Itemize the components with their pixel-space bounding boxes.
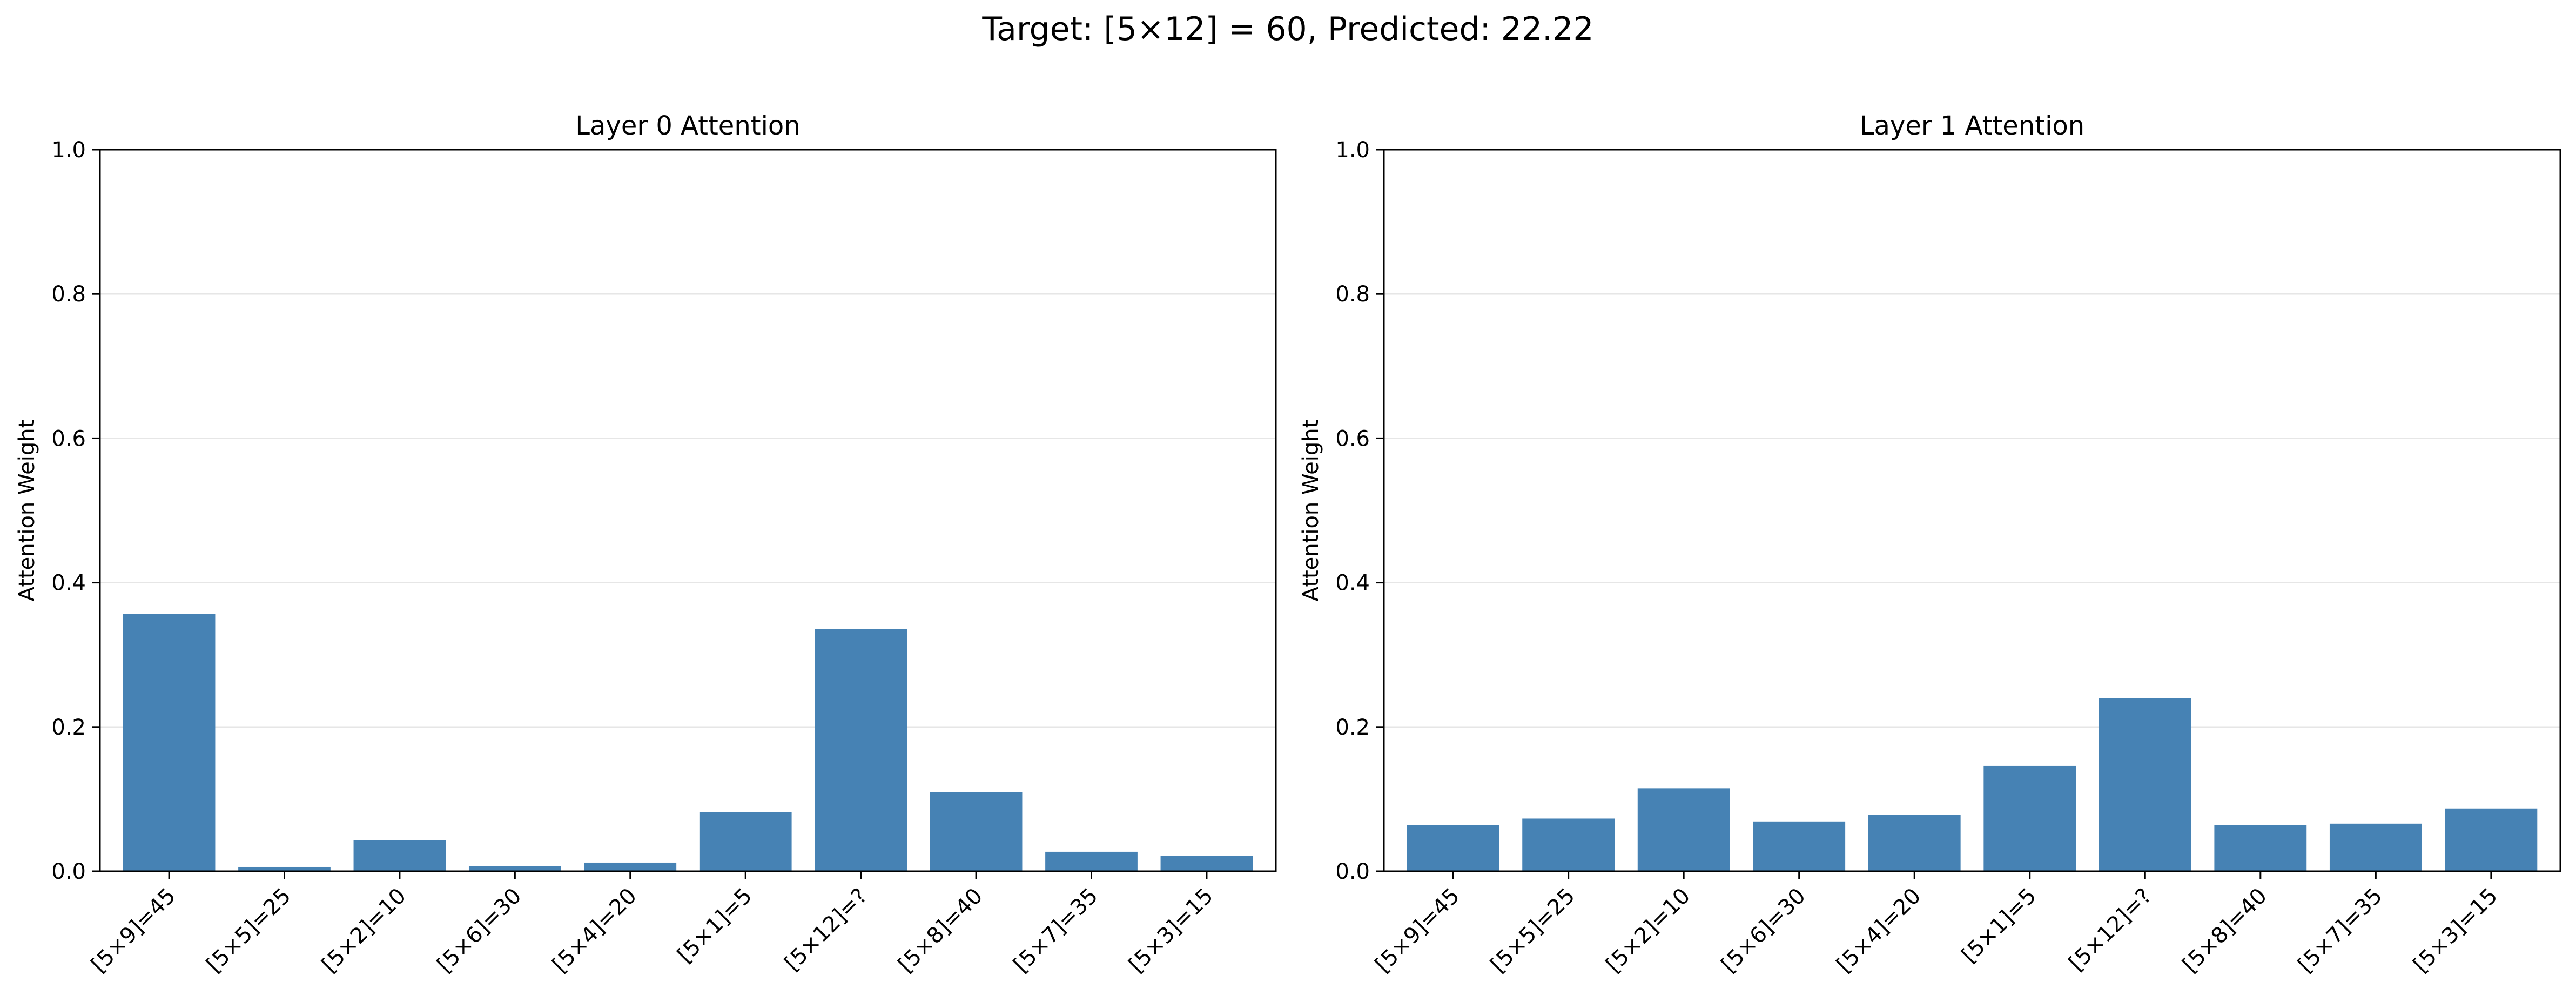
chart-panel-0: 0.0 0.2 0.4 0.6 0.8 1.0 [5×9]=45 [5×5]=25 [5×2]=… (15, 111, 1277, 978)
x-tick-label: [5×3]=15 (1124, 884, 1218, 978)
bar (815, 629, 907, 871)
x-tick-label: [5×7]=35 (1009, 884, 1103, 978)
bar (353, 840, 446, 871)
x-tick-label: [5×5]=25 (1486, 884, 1580, 978)
figure-title: Target: [5×12] = 60, Predicted: 22.22 (982, 10, 1594, 48)
x-tick-label: [5×4]=20 (1832, 884, 1926, 978)
bar (1407, 825, 1499, 871)
bar (1045, 851, 1138, 871)
bar (2214, 825, 2307, 871)
x-tick-label: [5×6]=30 (1717, 884, 1811, 978)
x-tick-label: [5×12]=? (2064, 884, 2156, 976)
y-tick-label: 0.2 (1335, 715, 1370, 740)
bar (238, 866, 331, 871)
y-tick-label: 0.6 (51, 426, 86, 451)
y-axis-label: Attention Weight (15, 420, 39, 602)
bar (1637, 788, 1730, 871)
x-tick-label: [5×9]=45 (86, 884, 180, 978)
x-tick-label: [5×7]=35 (2293, 884, 2387, 978)
x-tick-label: [5×12]=? (780, 884, 872, 976)
y-tick-label: 0.4 (1335, 571, 1370, 596)
bar (1868, 815, 1961, 871)
x-tick-label: [5×8]=40 (893, 884, 987, 978)
x-tick-label: [5×9]=45 (1370, 884, 1464, 978)
x-tick-label: [5×3]=15 (2409, 884, 2503, 978)
y-tick-label: 0.6 (1335, 426, 1370, 451)
y-tick-label: 0.0 (1335, 859, 1370, 884)
y-tick-label: 0.8 (1335, 282, 1370, 307)
x-tick-label: [5×2]=10 (1601, 884, 1695, 978)
y-tick-label: 1.0 (1335, 138, 1370, 163)
y-tick-label: 0.2 (51, 715, 86, 740)
y-tick-label: 0.0 (51, 859, 86, 884)
x-tick-label: [5×1]=5 (1957, 884, 2041, 968)
x-tick-label: [5×5]=25 (202, 884, 296, 978)
bar (930, 792, 1023, 871)
axes-frame (99, 149, 1277, 872)
chart-title: Layer 1 Attention (1860, 111, 2084, 141)
y-tick-label: 0.4 (51, 571, 86, 596)
y-axis-label: Attention Weight (1299, 420, 1323, 602)
bar (1160, 856, 1253, 871)
bar (1983, 765, 2076, 871)
x-tick-label: [5×2]=10 (317, 884, 411, 978)
bar (699, 812, 792, 871)
x-tick-label: [5×6]=30 (432, 884, 526, 978)
x-tick-label: [5×4]=20 (548, 884, 642, 978)
bar (123, 614, 216, 871)
chart-panel-1: 0.0 0.2 0.4 0.6 0.8 1.0 [5×9]=45 [5×5]=25 [5×2]=… (1299, 111, 2561, 978)
x-tick-label: [5×8]=40 (2178, 884, 2272, 978)
bar (584, 862, 677, 871)
axes-frame (1383, 149, 2561, 872)
chart-title: Layer 0 Attention (575, 111, 800, 141)
bar (1753, 821, 1846, 871)
bar (468, 866, 561, 871)
bar (2099, 698, 2191, 871)
y-tick-label: 0.8 (51, 282, 86, 307)
y-tick-label: 1.0 (51, 138, 86, 163)
bar (2329, 823, 2422, 871)
bar (2445, 808, 2538, 871)
x-tick-label: [5×1]=5 (672, 884, 757, 968)
bar (1522, 818, 1615, 871)
